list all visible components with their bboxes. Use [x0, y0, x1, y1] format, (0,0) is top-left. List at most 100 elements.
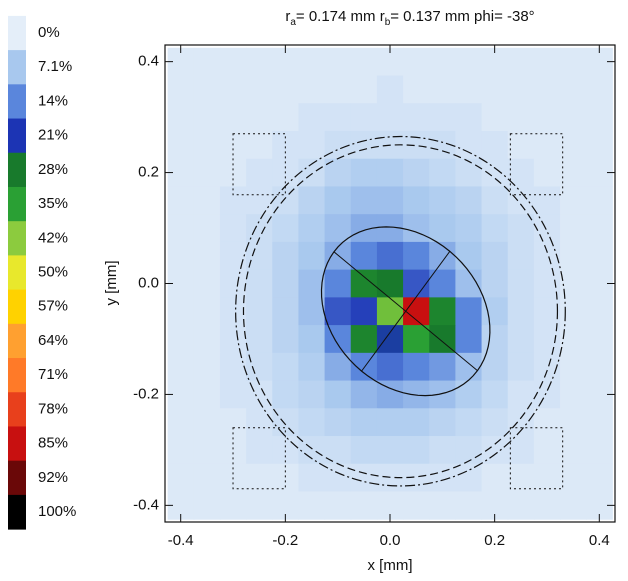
heatmap-cell	[219, 352, 247, 382]
heatmap-cell	[350, 158, 378, 187]
heatmap-cell	[507, 325, 535, 354]
colorbar-swatch	[8, 426, 26, 462]
heatmap-cell	[272, 103, 299, 132]
heatmap-cell	[533, 297, 561, 326]
heatmap-cell	[298, 269, 326, 298]
heatmap-cell	[298, 408, 326, 437]
colorbar-label: 50%	[38, 263, 68, 280]
heatmap-cell	[350, 130, 378, 160]
heatmap-cell	[167, 325, 195, 354]
reference-circle	[235, 135, 566, 487]
heatmap-cell	[507, 463, 535, 492]
heatmap-cell	[455, 47, 483, 77]
colorbar-swatch	[8, 392, 26, 427]
heatmap-cell	[533, 158, 561, 187]
heatmap-cell	[219, 491, 247, 520]
heatmap-cell	[272, 269, 299, 298]
heatmap-cell	[219, 186, 247, 215]
heatmap-cell	[350, 186, 378, 215]
heatmap-cell	[324, 436, 352, 465]
title-part: r	[285, 8, 290, 25]
heatmap-cell	[272, 214, 299, 243]
colorbar-label: 0%	[38, 24, 60, 41]
reference-box	[509, 133, 564, 196]
heatmap-cell	[507, 47, 535, 77]
heatmap-cell	[560, 463, 587, 492]
heatmap-cell	[455, 103, 483, 132]
heatmap-cell	[350, 408, 378, 437]
heatmap-cell	[193, 269, 221, 298]
heatmap-cell	[298, 214, 326, 243]
colorbar-label: 85%	[38, 435, 68, 452]
heatmap-cell	[219, 214, 247, 243]
heatmap-cell	[167, 297, 195, 326]
y-tick-label: 0.4	[138, 53, 159, 70]
heatmap-cell	[219, 158, 247, 187]
heatmap-cell	[193, 380, 221, 409]
heatmap-cell	[167, 186, 195, 215]
heatmap-cell	[481, 214, 509, 243]
heatmap-cell	[350, 103, 378, 132]
heatmap-cell	[193, 491, 221, 520]
colorbar-swatch	[8, 118, 26, 154]
heatmap-cell	[560, 491, 587, 520]
heatmap-cell	[481, 103, 509, 132]
heatmap-cell	[324, 463, 352, 492]
heatmap-cell	[533, 214, 561, 243]
heatmap-cell	[246, 463, 273, 492]
colorbar-label: 100%	[38, 503, 76, 520]
heatmap-cell	[272, 186, 299, 215]
heatmap-cell	[324, 352, 352, 382]
heatmap-cell	[429, 352, 456, 382]
heatmap-cell	[533, 130, 561, 160]
heatmap-cell	[481, 269, 509, 298]
heatmap-cell	[298, 186, 326, 215]
heatmap-cell	[507, 103, 535, 132]
heatmap-cell	[272, 297, 299, 326]
heatmap-cell	[350, 491, 378, 520]
colorbar-swatch	[8, 358, 26, 393]
heatmap-cell	[560, 214, 587, 243]
heatmap-cell	[455, 325, 483, 354]
heatmap-cell	[403, 241, 430, 271]
heatmap-cell	[455, 214, 483, 243]
heatmap-cell	[376, 75, 404, 104]
heatmap-cell	[324, 491, 352, 520]
heatmap-cell	[298, 491, 326, 520]
heatmap-cell	[403, 47, 430, 77]
heatmap-cell	[167, 436, 195, 465]
heatmap-cell	[350, 47, 378, 77]
heatmap-cell	[219, 325, 247, 354]
heatmap-cell	[193, 214, 221, 243]
ellipse-axis	[361, 251, 451, 372]
heatmap-cell	[560, 297, 587, 326]
heatmap-cell	[560, 436, 587, 465]
heatmap-cell	[246, 130, 273, 160]
colorbar-swatch	[8, 494, 26, 530]
heatmap-cell	[219, 269, 247, 298]
heatmap-cell	[429, 75, 456, 104]
heatmap-cell	[298, 463, 326, 492]
heatmap-cell	[507, 408, 535, 437]
heatmap-cell	[455, 241, 483, 271]
title-part: = 0.137 mm	[390, 8, 474, 25]
colorbar-swatch	[8, 186, 26, 222]
heatmap-cell	[507, 186, 535, 215]
heatmap-cell	[481, 241, 509, 271]
heatmap-cell	[403, 491, 430, 520]
colorbar-label: 7.1%	[38, 58, 72, 75]
heatmap-cell	[219, 47, 247, 77]
y-tick-label: 0.2	[138, 164, 159, 181]
heatmap-cell	[429, 436, 456, 465]
heatmap-cell	[193, 241, 221, 271]
heatmap-cell	[481, 325, 509, 354]
y-tick-label: 0.0	[138, 274, 159, 291]
heatmap-cell	[246, 47, 273, 77]
heatmap-cell	[376, 269, 404, 298]
heatmap-cell	[481, 297, 509, 326]
heatmap-cell	[193, 47, 221, 77]
heatmap-cell	[167, 75, 195, 104]
heatmap-cell	[533, 380, 561, 409]
heatmap-cell	[403, 352, 430, 382]
colorbar-swatch	[8, 221, 26, 256]
